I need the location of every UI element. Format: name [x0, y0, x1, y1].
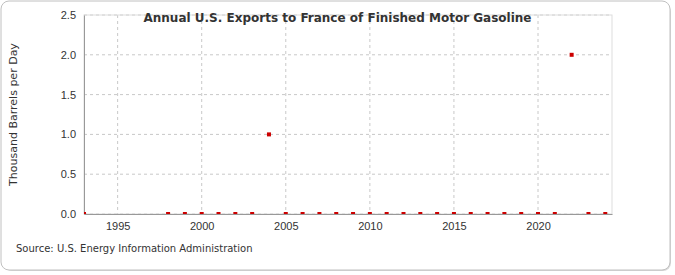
tick-label: 2010	[358, 220, 382, 232]
point	[486, 212, 490, 214]
point	[586, 212, 590, 214]
grid	[84, 15, 612, 214]
tick: 2005	[274, 214, 298, 232]
point	[553, 212, 557, 214]
tick-label: 2.0	[61, 49, 76, 61]
points	[84, 53, 607, 214]
tick-label: 2005	[274, 220, 298, 232]
grid-line	[84, 134, 612, 135]
tick: 2000	[190, 214, 214, 232]
title: Annual U.S. Exports to France of Finishe…	[143, 11, 531, 25]
grid-line	[538, 15, 539, 214]
point	[401, 212, 405, 214]
grid-line	[369, 15, 370, 214]
point	[334, 212, 338, 214]
point	[418, 212, 422, 214]
tick: 0.0	[61, 208, 84, 220]
tick-label: 1.5	[61, 89, 76, 101]
grid-line	[201, 15, 202, 214]
chart: 0.0 0.5 1.0 1.5 2.0 2.5 1995 2000 2005 2010 2015 20…	[0, 0, 675, 275]
source: Source: U.S. Energy Information Administ…	[16, 243, 253, 254]
tick-label: 0.0	[61, 208, 76, 220]
point	[317, 212, 321, 214]
grid-line	[84, 94, 612, 95]
point	[452, 212, 456, 214]
point	[502, 212, 506, 214]
point	[84, 212, 86, 214]
point	[183, 212, 187, 214]
tick-label: 1995	[106, 220, 130, 232]
point	[536, 212, 540, 214]
point	[267, 132, 271, 136]
point	[469, 212, 473, 214]
tick: 2015	[442, 214, 466, 232]
tick: 1.5	[61, 89, 84, 101]
point	[250, 212, 254, 214]
point	[603, 212, 607, 214]
point	[385, 212, 389, 214]
y-axis: 0.0 0.5 1.0 1.5 2.0 2.5	[61, 9, 85, 220]
point	[435, 212, 439, 214]
point	[200, 212, 204, 214]
point	[368, 212, 372, 214]
tick: 2010	[358, 214, 382, 232]
grid-line	[285, 15, 286, 214]
grid-line	[453, 15, 454, 214]
frame	[1, 1, 670, 270]
grid-line	[84, 54, 612, 55]
point	[570, 53, 574, 57]
tick-label: 2.5	[61, 9, 76, 21]
point	[351, 212, 355, 214]
tick-label: 2015	[442, 220, 466, 232]
point	[166, 212, 170, 214]
axis-line	[85, 214, 613, 215]
tick-label: 1.0	[61, 128, 76, 140]
tick: 2.0	[61, 49, 84, 61]
tick: 1.0	[61, 128, 84, 140]
plot-frame	[84, 15, 612, 214]
point	[519, 212, 523, 214]
tick-label: 2020	[526, 220, 550, 232]
tick: 1995	[106, 214, 130, 232]
y-axis-title: Thousand Barrels per Day	[7, 43, 20, 187]
grid-line	[117, 15, 118, 214]
tick-label: 0.5	[61, 168, 76, 180]
x-axis: 1995 2000 2005 2010 2015 2020	[85, 214, 613, 232]
point	[301, 212, 305, 214]
tick: 0.5	[61, 168, 84, 180]
point	[233, 212, 237, 214]
grid-line	[84, 174, 612, 175]
point	[284, 212, 288, 214]
axis-line	[84, 16, 85, 215]
point	[217, 212, 221, 214]
tick: 2020	[526, 214, 550, 232]
tick: 2.5	[61, 9, 84, 21]
tick-label: 2000	[190, 220, 214, 232]
